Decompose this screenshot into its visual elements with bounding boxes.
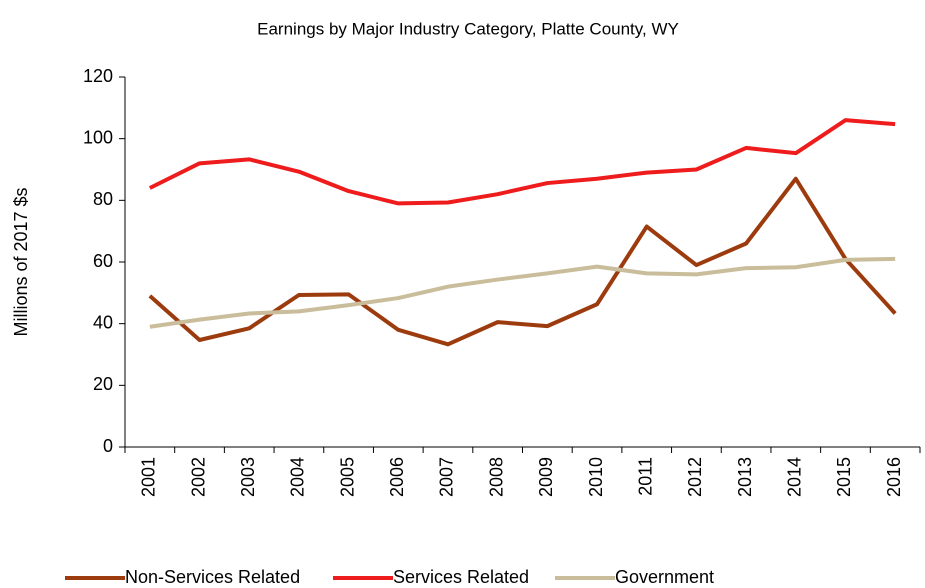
series-line [149, 256, 896, 329]
x-tick-label: 2013 [735, 457, 755, 497]
x-tick-label: 2007 [437, 457, 457, 497]
y-tick-label: 20 [93, 374, 113, 394]
y-axis-label: Millions of 2017 $s [11, 187, 31, 336]
x-tick-label: 2006 [387, 457, 407, 497]
legend-label: Non-Services Related [125, 567, 300, 587]
y-tick-label: 40 [93, 312, 113, 332]
x-tick-label: 2002 [188, 457, 208, 497]
y-tick-label: 100 [83, 127, 113, 147]
x-tick-label: 2009 [536, 457, 556, 497]
y-tick-label: 80 [93, 189, 113, 209]
y-tick-label: 120 [83, 66, 113, 86]
x-tick-label: 2015 [834, 457, 854, 497]
x-tick-label: 2001 [139, 457, 159, 497]
x-tick-label: 2016 [884, 457, 904, 497]
y-tick-label: 60 [93, 251, 113, 271]
x-tick-label: 2010 [586, 457, 606, 497]
x-tick-label: 2005 [337, 457, 357, 497]
legend-label: Government [615, 567, 714, 587]
x-tick-label: 2012 [685, 457, 705, 497]
series-line [148, 176, 897, 347]
x-tick-label: 2003 [238, 457, 258, 497]
chart-title: Earnings by Major Industry Category, Pla… [257, 19, 679, 38]
x-tick-label: 2008 [486, 457, 506, 497]
y-tick-label: 0 [103, 436, 113, 456]
x-tick-label: 2014 [785, 457, 805, 497]
x-tick-label: 2011 [635, 457, 655, 496]
series-line [148, 118, 896, 206]
x-tick-label: 2004 [288, 457, 308, 497]
legend-label: Services Related [393, 567, 529, 587]
